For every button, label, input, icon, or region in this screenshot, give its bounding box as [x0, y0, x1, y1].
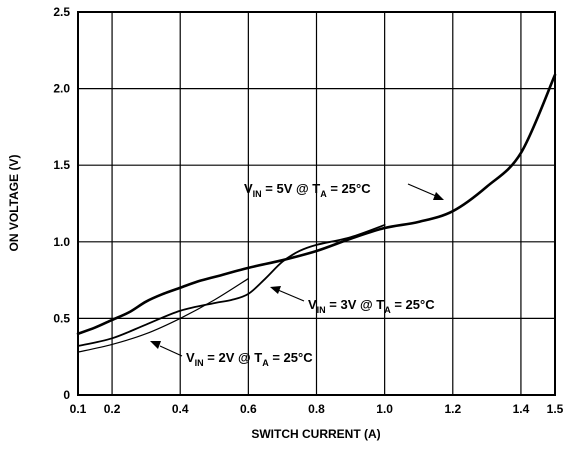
y-tick-label: 0	[63, 388, 70, 402]
x-tick-label: 0.1	[70, 402, 87, 416]
x-tick-label: 0.6	[240, 402, 257, 416]
series-line-5v	[76, 73, 557, 336]
y-tick-label: 2.0	[53, 82, 70, 96]
arrow-3v	[270, 286, 305, 302]
y-axis-title: ON VOLTAGE (V)	[7, 155, 21, 252]
x-tick-label: 0.4	[172, 402, 189, 416]
series-label-3v: VIN = 3V @ TA = 25°C	[308, 297, 435, 315]
x-tick-label: 1.4	[513, 402, 530, 416]
x-tick-labels: 0.1 0.2 0.4 0.6 0.8 1.0 1.2 1.4 1.5	[70, 402, 564, 416]
series-layer	[76, 73, 557, 353]
x-tick-label: 0.2	[104, 402, 121, 416]
x-tick-label: 0.8	[308, 402, 325, 416]
arrow-2v	[150, 341, 183, 357]
x-axis-title: SWITCH CURRENT (A)	[251, 427, 380, 441]
series-label-2v: VIN = 2V @ TA = 25°C	[186, 350, 313, 368]
arrow-5v	[407, 183, 444, 200]
plot-frame	[77, 11, 556, 396]
series-line-2v	[77, 277, 249, 353]
y-tick-label: 1.5	[53, 158, 70, 172]
y-tick-label: 2.5	[53, 5, 70, 19]
series-label-5v: VIN = 5V @ TA = 25°C	[244, 181, 371, 199]
y-tick-label: 1.0	[53, 235, 70, 249]
x-tick-label: 1.5	[547, 402, 564, 416]
series-line-3v	[77, 224, 386, 347]
x-tick-label: 1.0	[376, 402, 393, 416]
x-tick-label: 1.2	[444, 402, 461, 416]
y-tick-label: 0.5	[53, 311, 70, 325]
y-tick-labels: 0 0.5 1.0 1.5 2.0 2.5	[53, 5, 70, 402]
grid	[77, 11, 556, 396]
